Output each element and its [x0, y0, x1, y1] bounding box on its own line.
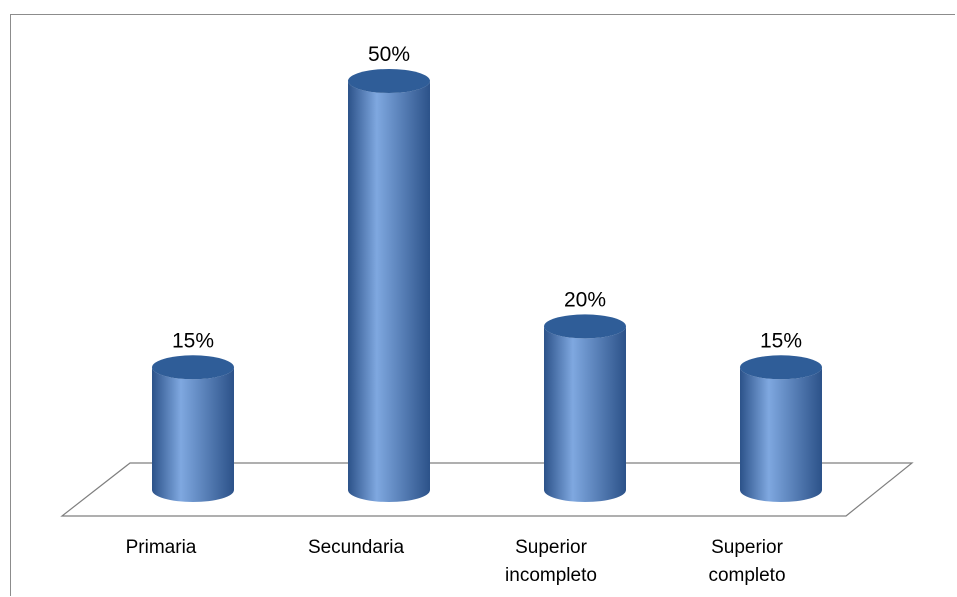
bar-body-2	[544, 326, 626, 502]
bar-body-0	[152, 367, 234, 502]
bar-top-0	[152, 355, 234, 380]
category-label-0: Primaria	[126, 537, 197, 558]
category-label-2: Superior incompleto	[505, 537, 597, 586]
bar-0	[152, 355, 234, 502]
category-label-1: Secundaria	[308, 537, 405, 558]
data-label-1: 50%	[368, 43, 410, 66]
chart-floor	[60, 462, 914, 517]
bar-top-1	[348, 69, 430, 93]
bar-1	[348, 69, 430, 502]
data-label-3: 15%	[760, 329, 802, 352]
bar-2	[544, 314, 626, 502]
bar-top-2	[544, 314, 626, 339]
labels-group: 15% Primaria 50% Secundaria 20% Superior incom…	[126, 43, 802, 586]
bar-body-3	[740, 367, 822, 502]
bar-3	[740, 355, 822, 502]
bar-top-3	[740, 355, 822, 380]
category-label-3: Superior completo	[708, 537, 785, 586]
bar-body-1	[348, 81, 430, 502]
data-label-2: 20%	[564, 288, 606, 311]
bars-group	[152, 69, 822, 502]
chart-frame	[10, 14, 955, 596]
data-label-0: 15%	[172, 329, 214, 352]
